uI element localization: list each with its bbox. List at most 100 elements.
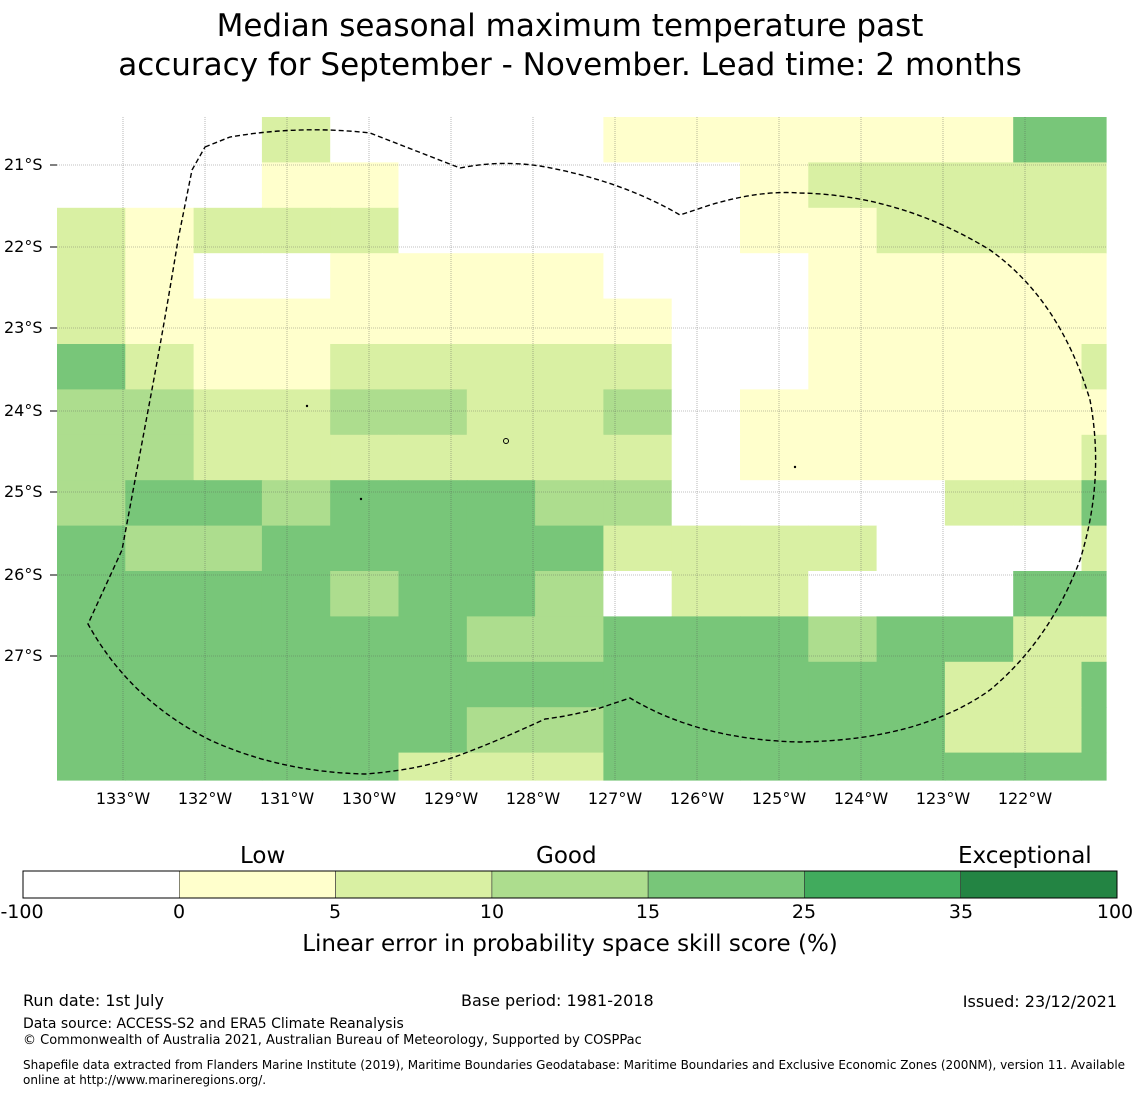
- grid-cell: [1081, 752, 1107, 781]
- grid-cell: [261, 162, 331, 209]
- grid-cell: [1013, 616, 1083, 663]
- grid-cell: [398, 571, 468, 617]
- colorbar-segment: [960, 870, 1118, 899]
- grid-cell: [535, 480, 604, 527]
- grid-cell: [671, 616, 741, 663]
- grid-cell: [1013, 752, 1083, 781]
- grid-cell: [808, 298, 878, 345]
- grid-cell: [193, 389, 263, 436]
- grid-cell: [398, 253, 468, 300]
- grid-cell: [1013, 253, 1083, 300]
- grid-cell: [535, 117, 604, 163]
- grid-cell: [125, 707, 195, 754]
- grid-cell: [944, 616, 1014, 663]
- grid-cell: [535, 434, 604, 481]
- grid-cell: [398, 752, 468, 781]
- grid-cell: [808, 616, 878, 663]
- grid-cell: [57, 661, 126, 708]
- colorbar-segment: [335, 870, 493, 899]
- grid-cell: [466, 253, 536, 300]
- grid-cell: [944, 434, 1014, 481]
- grid-cell: [876, 616, 946, 663]
- grid-cell: [671, 117, 741, 163]
- grid-cell: [193, 253, 263, 300]
- grid-cell: [57, 707, 126, 754]
- grid-cell: [740, 571, 809, 617]
- grid-cell: [193, 298, 263, 345]
- grid-cell: [1013, 298, 1083, 345]
- grid-cell: [330, 525, 400, 572]
- grid-cell: [535, 253, 604, 300]
- grid-cell: [808, 525, 878, 572]
- grid-cell: [466, 298, 536, 345]
- grid-cell: [1013, 344, 1083, 390]
- grid-cell: [330, 571, 400, 617]
- graticule: [50, 117, 1106, 780]
- grid-cell: [740, 616, 809, 663]
- grid-cell: [603, 253, 673, 300]
- grid-cell: [603, 661, 673, 708]
- grid-cell: [944, 525, 1014, 572]
- grid-cell: [466, 434, 536, 481]
- grid-cell: [1081, 525, 1107, 572]
- grid-cell: [330, 752, 400, 781]
- grid-cell: [193, 162, 263, 209]
- grid-cell: [57, 616, 126, 663]
- grid-cell: [671, 480, 741, 527]
- grid-cell: [1013, 525, 1083, 572]
- grid-cell: [466, 525, 536, 572]
- grid-cell: [740, 389, 809, 436]
- grid-cell: [876, 661, 946, 708]
- grid-cell: [193, 117, 263, 163]
- colorbar-tick: 5: [328, 901, 342, 923]
- colorbar-segment: [179, 870, 336, 899]
- colorbar-tick: 10: [479, 901, 505, 923]
- grid-cell: [535, 525, 604, 572]
- grid-cell: [740, 207, 809, 254]
- run-date: Run date: 1st July: [23, 991, 164, 1010]
- grid-cell: [671, 661, 741, 708]
- lat-label: 27°S: [4, 646, 43, 665]
- grid-cell: [125, 253, 195, 300]
- grid-cell: [466, 117, 536, 163]
- grid-cell: [261, 616, 331, 663]
- grid-cell: [740, 661, 809, 708]
- grid-cell: [944, 707, 1014, 754]
- grid-cell: [57, 752, 126, 781]
- grid-cell: [330, 344, 400, 390]
- grid-cell: [466, 661, 536, 708]
- grid-cell: [1081, 344, 1107, 390]
- grid-cell: [671, 389, 741, 436]
- grid-cell: [125, 344, 195, 390]
- grid-cell: [808, 434, 878, 481]
- grid-cell: [740, 117, 809, 163]
- grid-cell: [330, 207, 400, 254]
- category-label-good: Good: [536, 843, 597, 869]
- grid-cell: [876, 117, 946, 163]
- lat-label: 23°S: [4, 318, 43, 337]
- lat-label: 22°S: [4, 237, 43, 256]
- grid-cell: [330, 162, 400, 209]
- grid-cell: [808, 389, 878, 436]
- copyright: © Commonwealth of Australia 2021, Austra…: [23, 1033, 642, 1048]
- lon-label: 127°W: [587, 789, 643, 808]
- grid-cell: [808, 707, 878, 754]
- lat-label: 24°S: [4, 401, 43, 420]
- grid-cell: [944, 298, 1014, 345]
- grid-cell: [876, 344, 946, 390]
- grid-cell: [57, 298, 126, 345]
- lon-label: 123°W: [915, 789, 971, 808]
- grid-cell: [330, 253, 400, 300]
- lat-label: 25°S: [4, 482, 43, 501]
- lon-label: 129°W: [423, 789, 479, 808]
- grid-cell: [671, 162, 741, 209]
- grid-cell: [671, 752, 741, 781]
- grid-cell: [603, 525, 673, 572]
- grid-cell: [603, 344, 673, 390]
- grid-cell: [125, 389, 195, 436]
- colorbar-frame: [22, 870, 1118, 899]
- grid-cell: [398, 661, 468, 708]
- grid-cell: [603, 389, 673, 436]
- grid-cell: [398, 707, 468, 754]
- grid-cell: [671, 571, 741, 617]
